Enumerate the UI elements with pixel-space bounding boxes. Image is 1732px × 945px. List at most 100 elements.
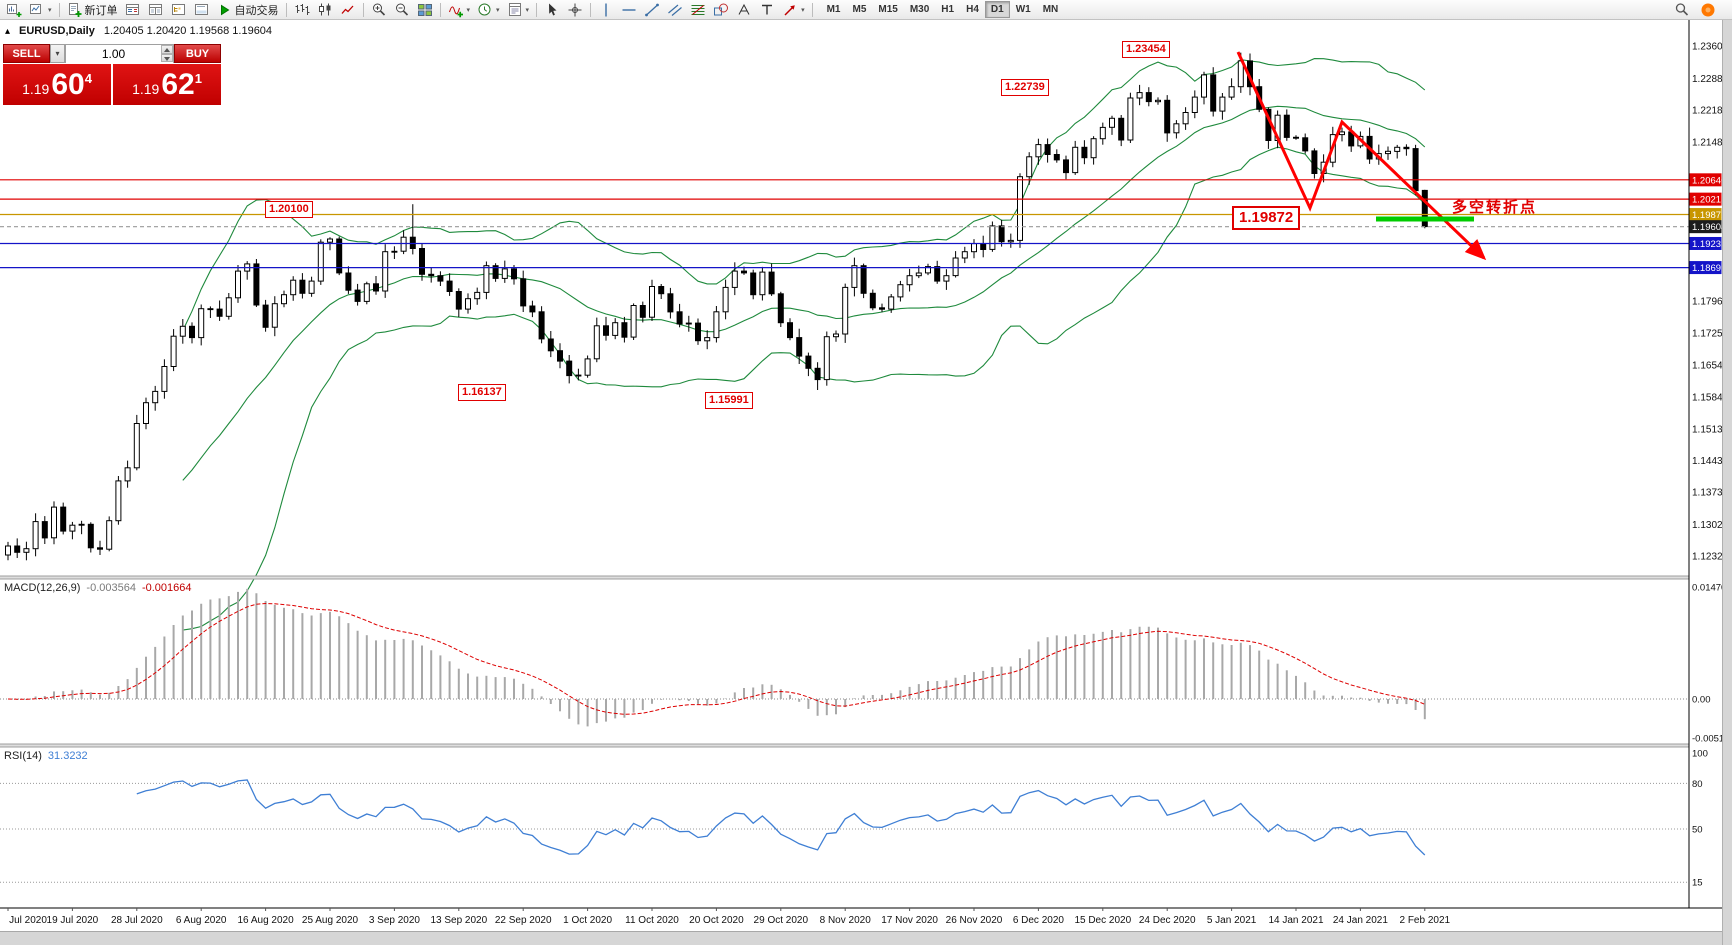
periods-button[interactable]: ▾ bbox=[474, 1, 503, 19]
price-annotation[interactable]: 1.16137 bbox=[458, 384, 506, 401]
price-annotation[interactable]: 1.23454 bbox=[1122, 41, 1170, 58]
templates-button[interactable]: ▾ bbox=[504, 1, 533, 19]
price-level-tag-1.19232 bbox=[1689, 236, 1722, 250]
horizontal-scrollbar[interactable] bbox=[0, 931, 1732, 945]
toolbar-separator bbox=[58, 2, 60, 17]
volume-dropdown-button[interactable] bbox=[50, 44, 65, 63]
data-window-button[interactable] bbox=[145, 1, 167, 19]
chart-plus-icon bbox=[6, 2, 22, 18]
zoom-in-button[interactable] bbox=[368, 1, 390, 19]
channel-button[interactable] bbox=[664, 1, 686, 19]
zoom-out-button[interactable] bbox=[391, 1, 413, 19]
chart-ohlc-header: EURUSD,Daily 1.20405 1.20420 1.19568 1.1… bbox=[5, 25, 272, 37]
sell-button[interactable]: SELL bbox=[3, 44, 50, 63]
volume-down-icon[interactable] bbox=[161, 53, 173, 62]
tile-windows-button[interactable] bbox=[414, 1, 436, 19]
buy-price-panel[interactable]: 1.19 62 1 bbox=[113, 64, 221, 105]
volume-up-icon[interactable] bbox=[161, 45, 173, 54]
rsi-tick-label: 15 bbox=[1692, 878, 1703, 889]
vertical-line-button[interactable] bbox=[595, 1, 617, 19]
new-chart-button[interactable] bbox=[3, 1, 25, 19]
price-annotation[interactable]: 1.19872 bbox=[1232, 206, 1301, 230]
buy-button[interactable]: BUY bbox=[174, 44, 221, 63]
timeframe-m15-button[interactable]: M15 bbox=[878, 4, 898, 15]
line-chart-button[interactable] bbox=[337, 1, 359, 19]
turning-point-note[interactable]: 多空转折点 bbox=[1452, 199, 1538, 216]
data-window-icon bbox=[148, 2, 164, 18]
horizontal-line-button[interactable] bbox=[618, 1, 640, 19]
zoom-out-icon bbox=[394, 2, 410, 18]
timeframe-m5-button[interactable]: M5 bbox=[852, 4, 867, 15]
pane-splitter[interactable] bbox=[0, 744, 1722, 747]
price-level-tag-label: 1.19872 bbox=[1692, 210, 1726, 221]
text-button[interactable] bbox=[733, 1, 755, 19]
trend-zigzag-arrow[interactable] bbox=[1236, 51, 1487, 261]
price-level-tag-1.18699 bbox=[1689, 261, 1722, 275]
price-level-tag-1.20213 bbox=[1689, 192, 1722, 206]
price-annotation[interactable]: 1.20100 bbox=[265, 201, 313, 218]
timeframe-d1-button[interactable]: D1 bbox=[984, 1, 1010, 18]
timeframe-m1-button[interactable]: M1 bbox=[826, 4, 841, 15]
price-tick-label: 1.22180 bbox=[1692, 106, 1729, 117]
tile-windows-icon bbox=[417, 2, 433, 18]
rsi-name: RSI(14) bbox=[4, 750, 42, 762]
date-label: 26 Nov 2020 bbox=[946, 915, 1003, 926]
date-label: 15 Dec 2020 bbox=[1074, 915, 1131, 926]
pane-splitter[interactable] bbox=[0, 576, 1722, 579]
price-annotation[interactable]: 1.15991 bbox=[705, 392, 753, 409]
community-icon bbox=[1700, 2, 1716, 18]
timeframe-mn-button[interactable]: MN bbox=[1042, 4, 1059, 15]
periods-clock-icon bbox=[477, 2, 493, 18]
shapes-button[interactable] bbox=[710, 1, 732, 19]
timeframe-m30-button[interactable]: M30 bbox=[909, 4, 930, 15]
cursor-button[interactable] bbox=[541, 1, 563, 19]
one-click-collapse-icon[interactable] bbox=[5, 25, 10, 37]
arrows-button[interactable]: ▾ bbox=[779, 1, 808, 19]
volume-stepper bbox=[161, 45, 173, 62]
dropdown-caret-icon: ▾ bbox=[496, 6, 500, 14]
sell-price-panel[interactable]: 1.19 60 4 bbox=[3, 64, 111, 105]
candlestick-icon bbox=[317, 2, 333, 18]
search-button[interactable] bbox=[1671, 1, 1693, 19]
navigator-button[interactable] bbox=[168, 1, 190, 19]
price-tick-label: 1.17250 bbox=[1692, 329, 1729, 340]
cursor-icon bbox=[544, 2, 560, 18]
price-level-tag-1.20640 bbox=[1689, 173, 1722, 187]
crosshair-button[interactable] bbox=[564, 1, 586, 19]
new-order-button[interactable]: 新订单 bbox=[64, 1, 121, 19]
date-label: 17 Nov 2020 bbox=[881, 915, 938, 926]
date-label: 28 Jul 2020 bbox=[111, 915, 163, 926]
bollinger-bands bbox=[182, 58, 1426, 631]
terminal-icon bbox=[194, 2, 210, 18]
trendline-button[interactable] bbox=[641, 1, 663, 19]
volume-input[interactable] bbox=[66, 45, 173, 63]
right-scroll-strip[interactable] bbox=[1722, 20, 1732, 945]
community-button[interactable] bbox=[1697, 1, 1719, 19]
autotrading-button[interactable]: 自动交易 bbox=[214, 1, 282, 19]
date-label: 11 Oct 2020 bbox=[625, 915, 679, 926]
terminal-button[interactable] bbox=[191, 1, 213, 19]
fibonacci-button[interactable] bbox=[687, 1, 709, 19]
line-chart-icon bbox=[340, 2, 356, 18]
ohlc-bars-icon bbox=[294, 2, 310, 18]
price-annotation[interactable]: 1.22739 bbox=[1001, 79, 1049, 96]
timeframe-h4-button[interactable]: H4 bbox=[966, 4, 979, 15]
price-axis[interactable] bbox=[1689, 20, 1722, 908]
bar-chart-button[interactable] bbox=[291, 1, 313, 19]
indicators-button[interactable]: ▾ bbox=[445, 1, 474, 19]
toolbar-separator bbox=[285, 2, 287, 17]
label-button[interactable] bbox=[756, 1, 778, 19]
navigator-icon bbox=[171, 2, 187, 18]
candlestick-button[interactable] bbox=[314, 1, 336, 19]
timeframe-w1-button[interactable]: W1 bbox=[1015, 4, 1031, 15]
dropdown-caret-icon: ▾ bbox=[48, 6, 52, 14]
market-watch-button[interactable] bbox=[122, 1, 144, 19]
timeframe-h1-button[interactable]: H1 bbox=[941, 4, 955, 15]
rsi-value: 31.3232 bbox=[47, 750, 88, 762]
price-level-tag-label: 1.18699 bbox=[1692, 263, 1726, 274]
price-tick-label: 1.22880 bbox=[1692, 74, 1729, 85]
one-click-trading-panel: SELL BUY 1.19 60 4 1.19 62 1 bbox=[3, 44, 221, 105]
buy-price-small: 1.19 bbox=[132, 81, 160, 97]
chart-profiles-button[interactable]: ▾ bbox=[26, 1, 55, 19]
macd-label: MACD(12,26,9) -0.003564 -0.001664 bbox=[4, 582, 192, 594]
